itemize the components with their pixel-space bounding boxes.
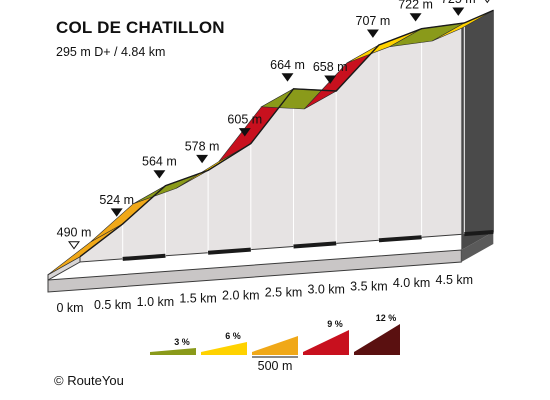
profile-base-slab-side [461,232,494,262]
elevation-marker-icon [324,75,337,84]
profile-back-wall [79,9,494,263]
elevation-marker-icon [153,170,166,179]
legend-swatch [201,342,247,355]
legend-swatch [303,330,349,355]
x-tick-label: 1.0 km [137,295,175,309]
credit-text: © RouteYou [54,373,124,388]
elevation-marker-icon [452,7,465,16]
elevation-marker-icon [196,154,209,164]
legend-label: 9 % [327,319,343,329]
km-band [464,229,494,237]
elevation-label: 564 m [142,155,177,169]
elevation-label: 707 m [356,14,391,28]
x-tick-label: 3.5 km [350,279,388,293]
legend-swatch [252,336,298,355]
elevation-marker-icon [484,0,490,4]
elevation-label: 524 m [99,193,134,207]
elevation-label: 725 m [441,0,476,6]
elevation-marker-icon [110,208,123,217]
profile-end-wall [461,10,494,251]
legend-swatch [354,324,400,355]
legend-swatch [150,348,196,355]
x-tick-label: 4.0 km [393,276,431,290]
elevation-marker-icon [238,128,251,137]
legend-scale-label: 500 m [258,359,293,373]
km-band [293,241,337,249]
x-tick-label: 1.5 km [179,292,217,306]
x-tick-label: 3.0 km [307,282,345,296]
x-tick-label: 2.5 km [265,286,303,300]
x-tick-label: 0 km [56,301,83,315]
x-tick-label: 0.5 km [94,298,132,312]
elevation-label: 658 m [313,60,348,74]
profile-start-face [47,255,81,281]
km-band [122,253,166,261]
elevation-label: 722 m [398,0,433,12]
elevation-marker-icon [281,73,294,82]
km-band [207,247,251,255]
chart-subtitle: 295 m D+ / 4.84 km [56,45,166,59]
elevation-marker-icon [409,13,422,22]
profile-back-edge [79,9,494,258]
x-tick-label: 2.0 km [222,289,260,303]
elevation-marker-icon [68,241,80,250]
elevation-label: 578 m [185,139,220,153]
chart-title: COL DE CHATILLON [56,18,225,37]
x-tick-label: 4.5 km [436,273,474,287]
km-band [378,235,422,243]
elevation-label: 664 m [270,58,305,72]
legend-label: 12 % [376,313,397,323]
elevation-marker-icon [366,29,379,38]
elevation-label: 490 m [57,226,92,240]
legend-label: 6 % [225,331,241,341]
elevation-label: 605 m [227,113,262,127]
legend-label: 3 % [174,337,190,347]
